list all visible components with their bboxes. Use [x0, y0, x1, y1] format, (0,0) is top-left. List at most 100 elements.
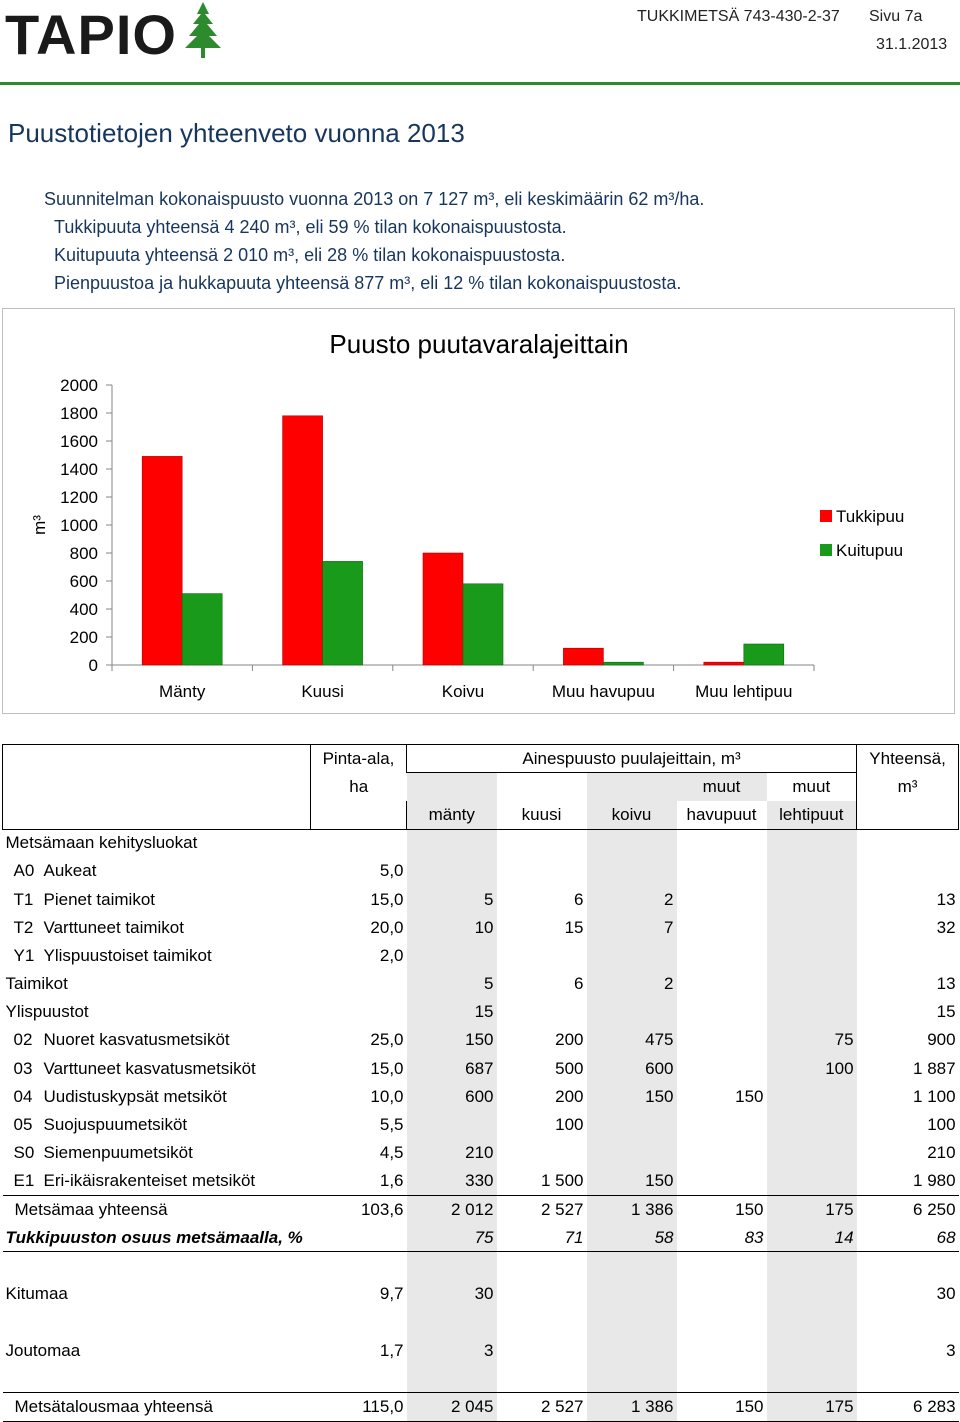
volume-cell: 5 — [406, 970, 497, 999]
area-cell: 2,0 — [379, 945, 404, 965]
volume-cell: 6 — [574, 974, 584, 994]
y-tick-label: 1800 — [60, 404, 98, 423]
volume-cell: 75 — [406, 1223, 497, 1253]
row-code: 05 — [13, 1115, 33, 1135]
volume-cell: 30 — [406, 1280, 497, 1309]
y-tick-label: 0 — [89, 656, 98, 675]
header-blank — [2, 743, 311, 773]
page-title: Puustotietojen yhteenveto vuonna 2013 — [8, 118, 465, 148]
volume-cell: 150 — [406, 1026, 497, 1055]
legend-swatch — [820, 510, 832, 522]
tree-logo-icon — [185, 2, 221, 58]
volume-cell — [677, 1026, 767, 1054]
empty-cell — [497, 1308, 587, 1336]
volume-cell: 5 — [406, 885, 497, 914]
bar-tukkipuu-3 — [563, 647, 604, 666]
row-label: S0 Siemenpuumetsiköt — [3, 1139, 311, 1167]
legend-label: Kuitupuu — [836, 541, 903, 560]
area-cell — [311, 998, 407, 1026]
spacer-row — [3, 1251, 959, 1281]
volume-cell — [677, 1111, 767, 1139]
total-cell: 32 — [936, 917, 956, 937]
bar-tukkipuu-0 — [141, 456, 183, 666]
volume-cell: 150 — [676, 1194, 767, 1224]
volume-cell — [497, 1280, 587, 1308]
volume-cell: 2 527 — [496, 1392, 587, 1422]
volume-cell: 2 527 — [496, 1194, 587, 1224]
volume-cell — [677, 970, 767, 998]
row-label: 03 Varttuneet kasvatusmetsiköt — [3, 1055, 311, 1083]
y-tick-label: 600 — [70, 572, 98, 591]
section-label: Metsämaan kehitysluokat — [2, 828, 311, 858]
row-name: Eri-ikäisrakenteiset metsiköt — [43, 1171, 256, 1191]
summary-line: Suunnitelman kokonaispuusto vuonna 2013 … — [44, 189, 705, 209]
total-cell — [857, 857, 959, 885]
volume-cell — [406, 941, 497, 970]
page-header: TAPIO TUKKIMETSÄ 743-430-2-37 Sivu 7a 31… — [0, 0, 960, 85]
volume-cell — [497, 998, 587, 1026]
volume-cell: 1 500 — [540, 1171, 584, 1191]
row-name: Uudistuskypsät metsiköt — [43, 1086, 227, 1106]
forest-total-row: Metsämaa yhteensä 103,6 2 012 2 527 1 386 150… — [2, 1194, 959, 1224]
volume-cell — [586, 941, 677, 970]
table-row: 04 Uudistuskypsät metsiköt 10,0 600 200 150 15… — [3, 1082, 959, 1111]
x-tick-label: Koivu — [442, 682, 485, 701]
empty-cell — [496, 828, 587, 858]
volume-cell: 15 — [564, 917, 584, 937]
volume-cell: 150 — [586, 1082, 677, 1111]
volume-cell — [766, 885, 857, 914]
x-tick-label: Muu lehtipuu — [695, 682, 792, 701]
y-tick-label: 1400 — [60, 460, 98, 479]
header-species-manty: mänty — [406, 800, 497, 830]
header-species-spacer — [406, 772, 497, 801]
volume-cell: 10 — [406, 913, 497, 942]
empty-cell — [586, 828, 677, 858]
y-tick-label: 1200 — [60, 488, 98, 507]
volume-cell — [766, 1167, 857, 1196]
row-name: Nuoret kasvatusmetsiköt — [43, 1030, 230, 1050]
area-cell: 5,5 — [379, 1115, 404, 1135]
volume-cell: 2 — [586, 885, 677, 914]
row-label: Metsämaa yhteensä — [2, 1194, 311, 1224]
row-label: E1 Eri-ikäisrakenteiset metsiköt — [3, 1167, 311, 1195]
area-cell: 1,7 — [379, 1340, 404, 1360]
summary-text: Suunnitelman kokonaispuusto vuonna 2013 … — [44, 185, 704, 297]
volume-cell — [406, 857, 497, 886]
volume-cell: 475 — [586, 1026, 677, 1055]
empty-cell — [3, 1365, 311, 1393]
row-code: 03 — [13, 1058, 33, 1078]
total-cell — [857, 942, 959, 970]
volume-cell — [766, 1280, 857, 1309]
row-label: A0 Aukeat — [3, 857, 311, 885]
empty-cell — [856, 828, 959, 858]
row-label: Kitumaa — [5, 1284, 68, 1304]
row-label: Taimikot — [5, 974, 68, 994]
volume-cell: 15 — [406, 998, 497, 1027]
area-cell: 25,0 — [370, 1030, 404, 1050]
header-species-muut-havupuut: muut — [676, 772, 767, 801]
row-label: Metsätalousmaa yhteensä — [2, 1392, 311, 1422]
row-name: Aukeat — [43, 861, 97, 881]
y-tick-label: 200 — [70, 628, 98, 647]
header-species-havupuut: havupuut — [686, 804, 757, 824]
header-area: Pinta-ala, — [310, 743, 407, 773]
volume-cell — [497, 942, 587, 970]
bar-kuitupuu-3 — [603, 661, 644, 666]
legend-label: Tukkipuu — [836, 507, 904, 526]
kitumaa-row: Kitumaa 9,7 30 30 — [3, 1280, 959, 1309]
volume-cell: 150 — [735, 1086, 764, 1106]
total-cell: 6 250 — [856, 1194, 959, 1224]
empty-cell — [857, 1308, 959, 1336]
row-code: A0 — [13, 861, 35, 881]
volume-cell: 1 386 — [586, 1194, 677, 1224]
bar-kuitupuu-0 — [181, 593, 223, 666]
total-cell: 3 — [946, 1340, 956, 1360]
y-tick-label: 1000 — [60, 516, 98, 535]
header-species-koivu: koivu — [586, 800, 677, 830]
empty-cell — [3, 1252, 311, 1280]
total-cell: 68 — [856, 1223, 959, 1253]
empty-cell — [586, 1308, 677, 1337]
volume-cell — [586, 1110, 677, 1140]
row-code: Y1 — [13, 945, 35, 965]
row-code: T2 — [13, 917, 34, 937]
